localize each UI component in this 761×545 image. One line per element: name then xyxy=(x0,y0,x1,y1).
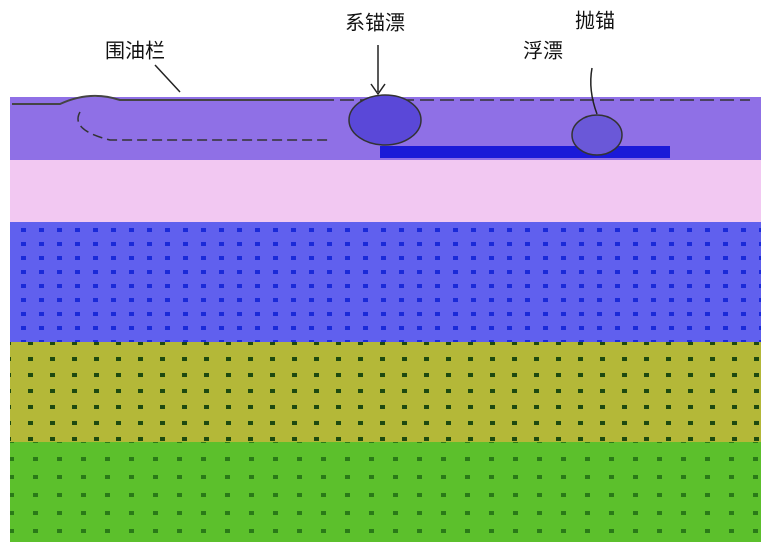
label: 围油栏 xyxy=(105,39,165,63)
water-layer xyxy=(10,160,761,222)
label: 抛锚 xyxy=(575,9,615,33)
deep-water xyxy=(10,222,761,342)
leader xyxy=(154,64,181,93)
sediment xyxy=(10,442,761,542)
label: 浮漂 xyxy=(523,39,563,63)
seabed xyxy=(10,342,761,442)
arrow xyxy=(370,45,386,96)
leader xyxy=(590,67,598,115)
boom-skirt xyxy=(77,111,330,141)
boom-line xyxy=(12,94,320,105)
float xyxy=(571,114,623,156)
label: 系锚漂 xyxy=(345,11,405,35)
mooring-buoy xyxy=(348,94,422,146)
anchor-line xyxy=(380,146,670,158)
